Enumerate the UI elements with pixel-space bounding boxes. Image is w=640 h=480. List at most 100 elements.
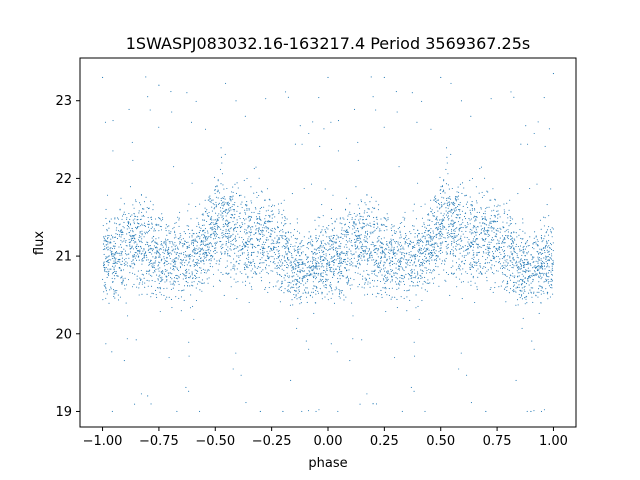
- data-point: [429, 269, 432, 271]
- data-point: [312, 121, 314, 123]
- data-point: [520, 283, 522, 285]
- data-point: [113, 290, 115, 292]
- data-point: [550, 286, 552, 289]
- data-point: [204, 257, 206, 259]
- data-point: [258, 233, 260, 235]
- data-point: [137, 256, 139, 258]
- data-point: [360, 201, 363, 203]
- data-point: [496, 233, 498, 235]
- data-point: [399, 242, 401, 244]
- data-point: [161, 213, 163, 215]
- data-point: [168, 357, 170, 359]
- data-point: [234, 237, 236, 239]
- data-point: [315, 234, 317, 237]
- data-point: [291, 299, 293, 301]
- data-point: [545, 240, 548, 242]
- data-point: [378, 272, 380, 274]
- data-point: [490, 241, 492, 243]
- data-point: [379, 257, 382, 259]
- data-point: [465, 254, 467, 256]
- data-point: [222, 184, 224, 186]
- data-point: [441, 186, 444, 188]
- data-point: [258, 228, 260, 230]
- data-point: [160, 280, 162, 282]
- data-point: [202, 242, 204, 244]
- data-point: [236, 219, 238, 221]
- data-point: [409, 256, 411, 258]
- data-point: [364, 252, 366, 254]
- data-point: [236, 268, 238, 270]
- data-point: [267, 291, 269, 293]
- data-point: [422, 241, 424, 244]
- data-point: [445, 168, 447, 170]
- data-point: [488, 206, 490, 208]
- data-point: [174, 230, 176, 232]
- data-point: [321, 251, 323, 253]
- data-point: [521, 279, 523, 281]
- data-point: [387, 251, 389, 253]
- data-point: [220, 183, 222, 185]
- data-point: [248, 301, 250, 304]
- data-point: [477, 268, 479, 270]
- data-point: [368, 260, 370, 262]
- data-point: [153, 228, 155, 230]
- data-point: [222, 197, 224, 199]
- data-point: [320, 266, 322, 268]
- data-point: [349, 203, 351, 205]
- data-point: [541, 241, 543, 243]
- data-point: [458, 217, 460, 219]
- data-point: [189, 307, 192, 309]
- data-point: [266, 271, 268, 274]
- data-point: [284, 238, 286, 240]
- data-point: [326, 236, 328, 238]
- data-point: [471, 242, 473, 244]
- data-point: [393, 230, 395, 232]
- data-point: [530, 264, 532, 266]
- data-point: [285, 253, 287, 255]
- data-point: [371, 293, 374, 295]
- data-point: [206, 252, 208, 254]
- data-point: [414, 261, 416, 263]
- data-point: [308, 132, 310, 135]
- data-point: [156, 224, 158, 226]
- data-point: [469, 246, 471, 248]
- data-point: [222, 229, 224, 232]
- data-point: [160, 278, 162, 280]
- data-point: [306, 256, 308, 258]
- data-point: [129, 224, 132, 226]
- data-point: [530, 292, 532, 294]
- data-point: [226, 213, 228, 215]
- data-point: [247, 217, 249, 219]
- data-point: [247, 232, 249, 234]
- data-point: [273, 227, 276, 229]
- data-point: [126, 218, 128, 220]
- data-point: [535, 260, 537, 262]
- data-point: [263, 221, 266, 223]
- data-point: [112, 236, 114, 238]
- data-point: [128, 221, 130, 223]
- data-point: [462, 205, 464, 208]
- data-point: [338, 295, 340, 298]
- data-point: [306, 287, 308, 289]
- data-point: [479, 222, 481, 224]
- data-point: [315, 293, 317, 295]
- data-point: [141, 259, 143, 261]
- data-point: [453, 225, 455, 227]
- data-point: [120, 251, 122, 253]
- data-point: [374, 280, 376, 282]
- data-point: [414, 236, 416, 238]
- data-point: [133, 255, 135, 257]
- data-point: [351, 217, 353, 219]
- data-point: [495, 247, 497, 249]
- data-point: [415, 253, 417, 256]
- data-point: [198, 247, 200, 249]
- data-point: [536, 268, 538, 270]
- data-point: [374, 269, 376, 271]
- data-point: [360, 234, 362, 236]
- data-point: [263, 241, 265, 243]
- data-point: [455, 200, 458, 202]
- data-point: [537, 288, 540, 290]
- data-point: [329, 245, 331, 247]
- data-point: [517, 193, 519, 195]
- data-point: [227, 250, 229, 252]
